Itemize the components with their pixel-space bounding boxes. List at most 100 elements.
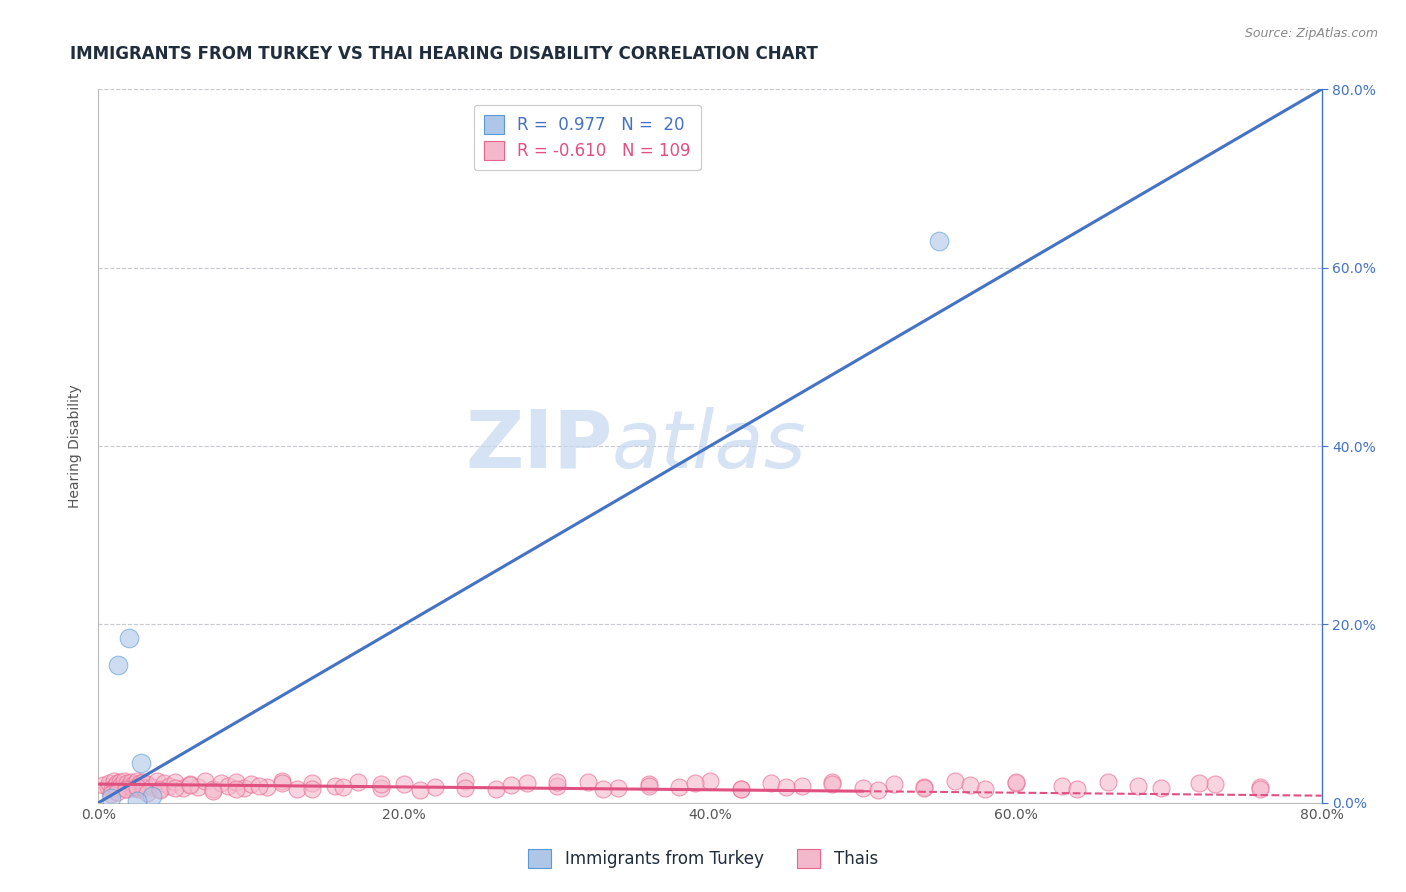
- Legend: R =  0.977   N =  20, R = -0.610   N = 109: R = 0.977 N = 20, R = -0.610 N = 109: [474, 104, 700, 169]
- Point: [115, 782, 138, 797]
- Point: [129, 779, 152, 793]
- Point: [117, 776, 139, 790]
- Point: [115, 781, 138, 796]
- Point: [202, 781, 225, 796]
- Point: [101, 781, 124, 796]
- Point: [247, 779, 270, 793]
- Point: [118, 631, 141, 645]
- Point: [256, 780, 278, 794]
- Point: [683, 776, 706, 790]
- Point: [127, 781, 149, 796]
- Point: [124, 780, 146, 794]
- Point: [1066, 781, 1088, 796]
- Point: [332, 780, 354, 794]
- Y-axis label: Hearing Disability: Hearing Disability: [69, 384, 83, 508]
- Point: [821, 775, 844, 789]
- Point: [202, 784, 225, 798]
- Point: [637, 777, 661, 791]
- Point: [592, 781, 614, 796]
- Point: [129, 756, 152, 770]
- Point: [485, 781, 508, 796]
- Point: [285, 781, 308, 796]
- Point: [1188, 776, 1211, 790]
- Point: [943, 774, 966, 789]
- Point: [120, 775, 142, 789]
- Point: [163, 780, 186, 795]
- Point: [912, 780, 935, 795]
- Point: [136, 777, 159, 791]
- Point: [347, 775, 370, 789]
- Point: [132, 775, 155, 789]
- Point: [179, 778, 201, 792]
- Point: [912, 780, 935, 794]
- Point: [408, 783, 430, 797]
- Point: [240, 777, 263, 791]
- Point: [145, 774, 167, 789]
- Point: [790, 779, 813, 793]
- Point: [423, 780, 446, 794]
- Point: [759, 776, 782, 790]
- Point: [134, 780, 156, 795]
- Point: [149, 783, 172, 797]
- Point: [637, 779, 661, 793]
- Point: [187, 780, 209, 794]
- Point: [98, 776, 121, 790]
- Point: [217, 779, 239, 793]
- Point: [103, 774, 125, 789]
- Point: [454, 774, 477, 789]
- Point: [91, 778, 114, 792]
- Point: [868, 783, 890, 797]
- Point: [157, 779, 180, 793]
- Text: IMMIGRANTS FROM TURKEY VS THAI HEARING DISABILITY CORRELATION CHART: IMMIGRANTS FROM TURKEY VS THAI HEARING D…: [70, 45, 818, 62]
- Point: [1050, 779, 1073, 793]
- Point: [121, 780, 143, 795]
- Point: [104, 779, 127, 793]
- Point: [270, 776, 292, 790]
- Point: [501, 778, 523, 792]
- Point: [194, 774, 217, 789]
- Point: [111, 780, 134, 794]
- Point: [125, 774, 148, 789]
- Point: [301, 782, 323, 797]
- Point: [576, 775, 599, 789]
- Point: [232, 780, 254, 795]
- Point: [100, 787, 122, 801]
- Point: [775, 780, 797, 794]
- Text: Source: ZipAtlas.com: Source: ZipAtlas.com: [1244, 27, 1378, 40]
- Point: [100, 791, 122, 805]
- Point: [392, 777, 416, 791]
- Point: [325, 779, 347, 793]
- Point: [607, 780, 630, 795]
- Point: [105, 776, 128, 790]
- Point: [883, 777, 905, 791]
- Point: [122, 777, 145, 791]
- Point: [546, 779, 568, 793]
- Point: [1249, 780, 1271, 794]
- Point: [959, 778, 981, 792]
- Point: [370, 780, 392, 795]
- Point: [1204, 777, 1226, 791]
- Point: [118, 779, 141, 793]
- Point: [141, 780, 163, 794]
- Point: [730, 781, 752, 796]
- Point: [699, 774, 721, 789]
- Point: [225, 775, 247, 789]
- Point: [163, 775, 186, 789]
- Point: [107, 657, 129, 672]
- Point: [1150, 780, 1173, 795]
- Point: [125, 780, 148, 794]
- Point: [225, 781, 247, 796]
- Point: [730, 782, 752, 797]
- Point: [270, 774, 292, 789]
- Point: [454, 780, 477, 795]
- Point: [107, 780, 129, 795]
- Point: [153, 776, 176, 790]
- Point: [974, 781, 997, 796]
- Point: [1128, 779, 1150, 793]
- Text: ZIP: ZIP: [465, 407, 612, 485]
- Point: [108, 775, 131, 789]
- Text: atlas: atlas: [612, 407, 807, 485]
- Point: [516, 776, 538, 790]
- Point: [110, 778, 132, 792]
- Point: [301, 776, 323, 790]
